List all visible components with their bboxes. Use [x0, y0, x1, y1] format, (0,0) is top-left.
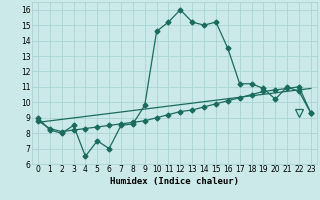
- X-axis label: Humidex (Indice chaleur): Humidex (Indice chaleur): [110, 177, 239, 186]
